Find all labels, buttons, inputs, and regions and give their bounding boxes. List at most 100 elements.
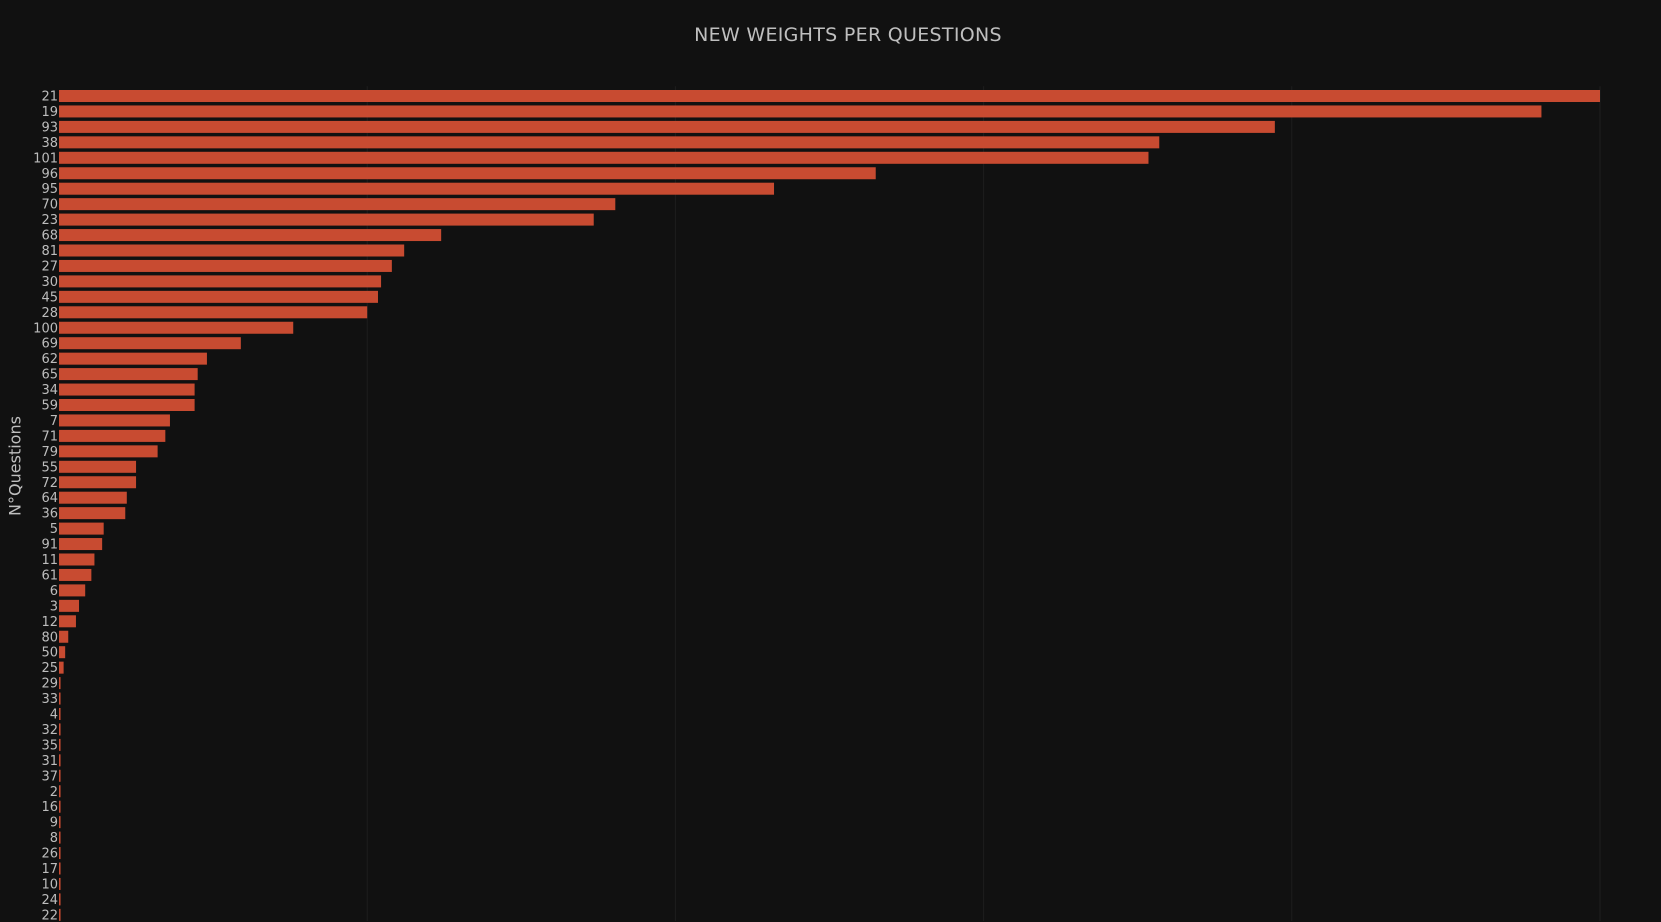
- y-tick-label-28: 28: [41, 306, 58, 321]
- bar-80[interactable]: [59, 630, 69, 643]
- bar-29[interactable]: [59, 677, 61, 690]
- bar-16[interactable]: [59, 800, 61, 813]
- y-tick-label-45: 45: [41, 290, 58, 305]
- y-tick-label-35: 35: [41, 738, 58, 753]
- y-tick-label-62: 62: [41, 352, 58, 367]
- bar-24[interactable]: [59, 893, 61, 906]
- bar-10[interactable]: [59, 877, 61, 890]
- bar-95[interactable]: [59, 182, 775, 195]
- y-tick-label-21: 21: [41, 90, 58, 105]
- y-tick-label-72: 72: [41, 476, 58, 491]
- bar-62[interactable]: [59, 352, 207, 365]
- bar-71[interactable]: [59, 429, 166, 442]
- bar-7[interactable]: [59, 414, 170, 427]
- bar-26[interactable]: [59, 847, 61, 860]
- y-tick-label-93: 93: [41, 120, 58, 135]
- y-tick-label-91: 91: [41, 538, 58, 553]
- bar-65[interactable]: [59, 368, 198, 381]
- y-tick-label-26: 26: [41, 847, 58, 862]
- y-tick-label-38: 38: [41, 136, 58, 151]
- bar-64[interactable]: [59, 491, 127, 504]
- bar-96[interactable]: [59, 167, 876, 180]
- y-tick-label-10: 10: [41, 877, 58, 892]
- y-tick-label-65: 65: [41, 368, 58, 383]
- bar-27[interactable]: [59, 259, 392, 272]
- y-tick-label-80: 80: [41, 630, 58, 645]
- bar-4[interactable]: [59, 708, 61, 720]
- bar-11[interactable]: [59, 553, 95, 566]
- y-tick-label-33: 33: [41, 692, 58, 707]
- y-tick-label-11: 11: [41, 553, 58, 568]
- bar-37[interactable]: [59, 769, 61, 782]
- bar-61[interactable]: [59, 568, 92, 581]
- bar-50[interactable]: [59, 646, 66, 659]
- bar-33[interactable]: [59, 692, 61, 705]
- bar-17[interactable]: [59, 862, 61, 875]
- y-tick-label-96: 96: [41, 167, 58, 182]
- chart-title: NEW WEIGHTS PER QUESTIONS: [694, 24, 1002, 46]
- bar-81[interactable]: [59, 244, 405, 257]
- y-tick-label-23: 23: [41, 213, 58, 228]
- bar-79[interactable]: [59, 445, 158, 458]
- y-tick-label-24: 24: [41, 893, 58, 908]
- y-tick-label-22: 22: [41, 908, 58, 922]
- y-tick-label-5: 5: [50, 522, 58, 537]
- bar-6[interactable]: [59, 584, 86, 597]
- bar-45[interactable]: [59, 290, 378, 303]
- y-tick-label-81: 81: [41, 244, 58, 259]
- bar-72[interactable]: [59, 476, 137, 489]
- y-tick-label-36: 36: [41, 507, 58, 522]
- bar-34[interactable]: [59, 383, 195, 396]
- y-tick-label-71: 71: [41, 429, 58, 444]
- bar-101[interactable]: [59, 151, 1149, 164]
- bar-91[interactable]: [59, 538, 103, 551]
- bar-30[interactable]: [59, 275, 382, 288]
- y-tick-label-95: 95: [41, 182, 58, 197]
- y-tick-label-70: 70: [41, 198, 58, 213]
- bar-59[interactable]: [59, 399, 195, 411]
- bar-9[interactable]: [59, 816, 61, 829]
- bar-12[interactable]: [59, 615, 76, 628]
- y-tick-label-59: 59: [41, 399, 58, 414]
- bar-38[interactable]: [59, 136, 1160, 149]
- y-tick-label-34: 34: [41, 383, 58, 398]
- bar-28[interactable]: [59, 306, 368, 319]
- y-tick-label-69: 69: [41, 337, 58, 352]
- bar-31[interactable]: [59, 754, 61, 767]
- bar-100[interactable]: [59, 321, 294, 334]
- y-tick-label-31: 31: [41, 754, 58, 769]
- bar-21[interactable]: [59, 90, 1600, 102]
- y-tick-label-12: 12: [41, 615, 58, 630]
- bar-69[interactable]: [59, 337, 241, 350]
- bar-36[interactable]: [59, 507, 126, 520]
- y-tick-label-19: 19: [41, 105, 58, 120]
- y-tick-label-68: 68: [41, 229, 58, 244]
- y-tick-label-37: 37: [41, 769, 58, 784]
- bar-70[interactable]: [59, 198, 616, 211]
- y-tick-label-100: 100: [33, 321, 58, 336]
- bar-19[interactable]: [59, 105, 1542, 118]
- bar-35[interactable]: [59, 738, 61, 751]
- bar-2[interactable]: [59, 785, 61, 798]
- y-tick-label-9: 9: [50, 816, 58, 831]
- y-tick-label-2: 2: [50, 785, 58, 800]
- bar-5[interactable]: [59, 522, 104, 535]
- bar-68[interactable]: [59, 229, 442, 242]
- y-tick-label-3: 3: [50, 599, 58, 614]
- y-tick-label-55: 55: [41, 460, 58, 475]
- bar-3[interactable]: [59, 599, 80, 612]
- y-tick-label-50: 50: [41, 646, 58, 661]
- bar-23[interactable]: [59, 213, 594, 226]
- bar-55[interactable]: [59, 460, 137, 473]
- bar-32[interactable]: [59, 723, 61, 736]
- bar-22[interactable]: [59, 908, 61, 921]
- bar-25[interactable]: [59, 661, 64, 674]
- y-tick-label-61: 61: [41, 568, 58, 583]
- y-tick-label-27: 27: [41, 259, 58, 274]
- y-tick-label-79: 79: [41, 445, 58, 460]
- bar-8[interactable]: [59, 831, 61, 844]
- bar-93[interactable]: [59, 120, 1275, 133]
- y-tick-label-6: 6: [50, 584, 58, 599]
